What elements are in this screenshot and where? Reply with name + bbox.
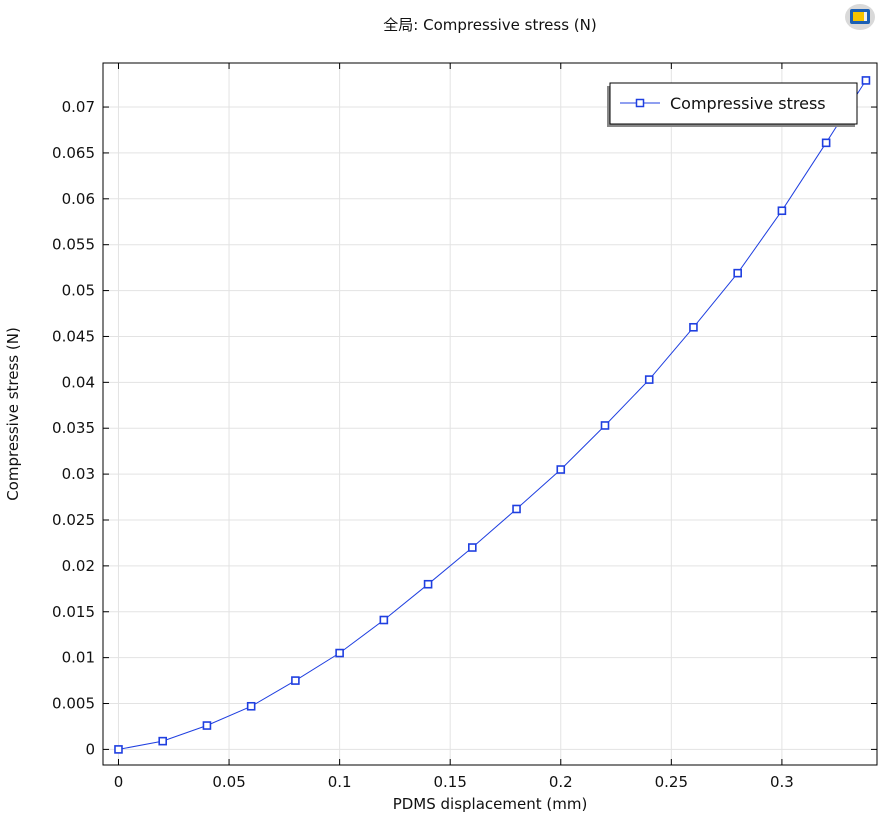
y-tick-label: 0.055 xyxy=(52,236,95,254)
data-point-marker xyxy=(600,421,610,430)
data-point-marker xyxy=(335,648,344,658)
y-tick-label: 0.025 xyxy=(52,511,95,529)
chart-title: 全局: Compressive stress (N) xyxy=(383,16,597,34)
y-tick-label: 0.03 xyxy=(62,465,95,483)
data-point-marker xyxy=(246,701,256,711)
legend-label: Compressive stress xyxy=(670,94,826,113)
x-tick-label: 0.1 xyxy=(328,773,352,791)
data-point-marker xyxy=(423,579,433,589)
data-point-marker xyxy=(512,504,521,514)
data-point-marker xyxy=(468,543,477,552)
data-point-marker xyxy=(158,736,168,746)
y-tick-label: 0.005 xyxy=(52,695,95,713)
data-point-marker xyxy=(733,268,742,278)
series-line xyxy=(118,80,867,750)
legend-marker-sample xyxy=(635,98,645,108)
y-tick-label: 0.01 xyxy=(62,649,95,667)
y-tick-label: 0.05 xyxy=(62,282,95,300)
y-axis-label: Compressive stress (N) xyxy=(4,327,22,501)
x-tick-label: 0.3 xyxy=(770,773,794,791)
data-point-marker xyxy=(861,76,871,85)
y-tick-label: 0.045 xyxy=(52,327,95,345)
y-tick-label: 0.04 xyxy=(62,373,95,391)
y-tick-label: 0.065 xyxy=(52,144,95,162)
data-point-marker xyxy=(379,615,389,625)
data-point-marker xyxy=(291,676,300,685)
x-tick-label: 0 xyxy=(114,773,124,791)
data-point-marker xyxy=(644,375,654,384)
data-point-marker xyxy=(777,206,787,216)
data-point-marker xyxy=(114,745,123,754)
x-tick-label: 0.2 xyxy=(549,773,573,791)
comsol-logo-icon xyxy=(845,4,875,30)
y-tick-label: 0.07 xyxy=(62,98,95,116)
plot-frame xyxy=(102,62,878,766)
series-layer xyxy=(114,76,871,754)
x-tick-label: 0.15 xyxy=(433,773,466,791)
x-tick-label: 0.25 xyxy=(655,773,688,791)
data-point-marker xyxy=(202,721,212,730)
legend: Compressive stress xyxy=(607,82,858,127)
y-tick-label: 0.02 xyxy=(62,557,95,575)
x-tick-label: 0.05 xyxy=(212,773,245,791)
axis-ticks: 0 0.05 0.1 0.15 0.2 0.25 0.3 0 0.005 0.01 0.015 0.0… xyxy=(52,63,877,791)
x-axis-label: PDMS displacement (mm) xyxy=(393,795,588,813)
y-tick-label: 0.06 xyxy=(62,190,95,208)
y-tick-label: 0.035 xyxy=(52,419,95,437)
grid-lines xyxy=(103,63,877,765)
data-point-marker xyxy=(689,322,698,332)
data-point-marker xyxy=(821,138,831,148)
y-tick-label: 0 xyxy=(85,740,95,758)
y-tick-label: 0.015 xyxy=(52,603,95,621)
data-point-marker xyxy=(556,465,566,474)
